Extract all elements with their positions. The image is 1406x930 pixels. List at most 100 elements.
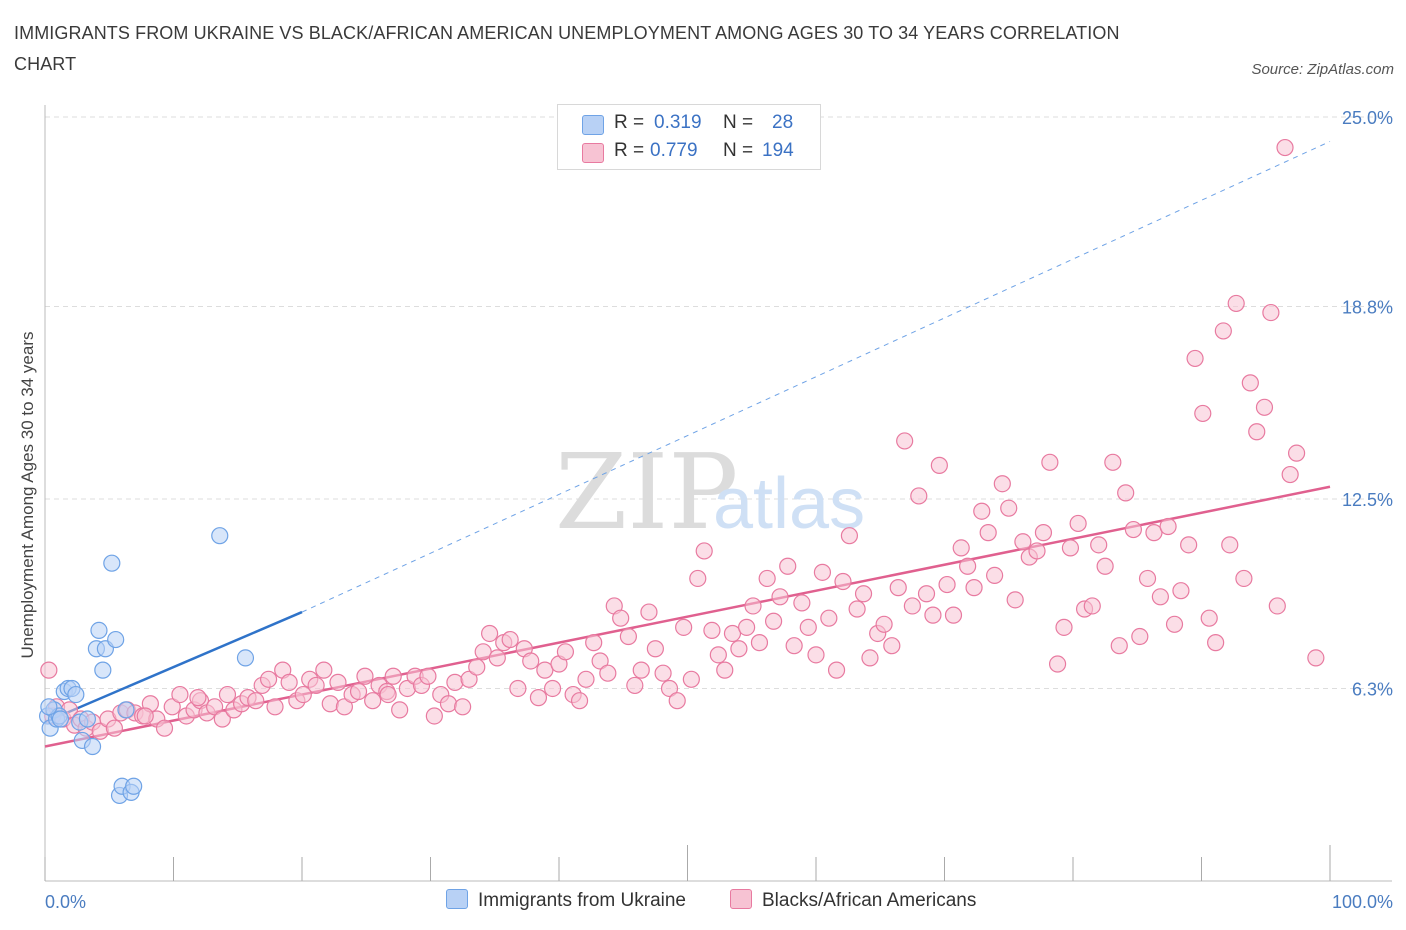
correlation-legend: R = 0.319 N = 28 R = 0.779 N = 194 bbox=[557, 104, 821, 170]
black-point-154 bbox=[1096, 557, 1114, 575]
watermark-zip: ZIP bbox=[555, 431, 738, 553]
black-point-116 bbox=[834, 572, 852, 591]
black-point-82 bbox=[599, 664, 617, 682]
black-point-109 bbox=[785, 637, 803, 655]
black-point-164 bbox=[1165, 615, 1184, 633]
black-point-31 bbox=[247, 692, 265, 710]
black-point-91 bbox=[660, 679, 679, 698]
black-point-104 bbox=[750, 634, 769, 652]
black-point-41 bbox=[315, 661, 333, 679]
black-point-36 bbox=[280, 673, 298, 691]
series-label-black: Blacks/African Americans bbox=[762, 890, 977, 911]
black-point-179 bbox=[1268, 597, 1286, 615]
ukraine-point-18 bbox=[107, 630, 125, 649]
black-point-176 bbox=[1248, 423, 1266, 441]
black-point-81 bbox=[591, 652, 609, 670]
black-point-155 bbox=[1104, 453, 1122, 471]
black-point-124 bbox=[889, 579, 907, 597]
legend-n-label: N = bbox=[723, 140, 754, 161]
black-point-149 bbox=[1061, 539, 1080, 557]
black-point-175 bbox=[1241, 374, 1259, 392]
legend-swatch-ukraine bbox=[582, 115, 604, 135]
source-credit: Source: ZipAtlas.com bbox=[1251, 61, 1394, 78]
ukraine-point-14 bbox=[90, 621, 108, 640]
black-point-144 bbox=[1028, 542, 1046, 560]
black-point-127 bbox=[910, 487, 928, 505]
ukraine-point-17 bbox=[103, 554, 121, 572]
series-label-ukraine: Immigrants from Ukraine bbox=[478, 890, 686, 911]
black-point-51 bbox=[384, 667, 402, 685]
black-point-88 bbox=[640, 603, 658, 621]
black-point-181 bbox=[1281, 465, 1299, 484]
black-point-166 bbox=[1180, 536, 1198, 554]
black-point-26 bbox=[213, 710, 231, 728]
y-axis-title: Unemployment Among Ages 30 to 34 years bbox=[18, 332, 37, 659]
black-point-118 bbox=[848, 600, 866, 618]
legend-swatch-black bbox=[582, 143, 604, 163]
ukraine-point-12 bbox=[83, 737, 102, 756]
black-point-105 bbox=[758, 569, 776, 588]
black-point-62 bbox=[460, 670, 478, 688]
black-point-171 bbox=[1214, 322, 1232, 340]
black-point-169 bbox=[1200, 609, 1218, 627]
ukraine-point-8 bbox=[67, 685, 85, 704]
black-point-173 bbox=[1227, 294, 1245, 313]
black-point-115 bbox=[827, 661, 846, 679]
black-point-72 bbox=[529, 689, 548, 707]
black-point-102 bbox=[738, 618, 756, 636]
black-point-38 bbox=[294, 685, 312, 704]
black-point-114 bbox=[820, 609, 838, 627]
black-point-66 bbox=[488, 649, 506, 667]
black-point-98 bbox=[709, 646, 727, 664]
chart-title: IMMIGRANTS FROM UKRAINE VS BLACK/AFRICAN… bbox=[14, 23, 1120, 74]
black-point-120 bbox=[861, 649, 879, 667]
black-point-180 bbox=[1276, 138, 1294, 157]
black-point-73 bbox=[536, 661, 554, 679]
black-point-145 bbox=[1034, 524, 1053, 542]
black-point-162 bbox=[1151, 588, 1169, 606]
black-point-128 bbox=[917, 585, 936, 603]
black-point-147 bbox=[1048, 655, 1067, 673]
x-tick-max: 100.0% bbox=[1332, 892, 1393, 912]
black-point-43 bbox=[329, 673, 347, 691]
black-point-11 bbox=[105, 719, 123, 737]
black-point-107 bbox=[771, 588, 789, 606]
y-tick-label-3: 25.0% bbox=[1342, 108, 1393, 128]
legend-n-value: 194 bbox=[762, 140, 794, 161]
black-point-76 bbox=[556, 643, 575, 661]
black-point-60 bbox=[446, 673, 464, 691]
black-point-101 bbox=[730, 640, 748, 658]
y-tick-label-1: 12.5% bbox=[1342, 490, 1393, 510]
black-point-106 bbox=[764, 612, 783, 630]
tick-labels: 6.3% 12.5% 18.8% 25.0% bbox=[1342, 108, 1393, 699]
black-point-153 bbox=[1090, 536, 1108, 554]
black-point-18 bbox=[155, 719, 174, 737]
black-point-184 bbox=[136, 707, 154, 725]
legend-n-label: N = bbox=[723, 112, 754, 133]
black-point-136 bbox=[973, 502, 991, 520]
black-point-64 bbox=[474, 643, 492, 661]
black-point-84 bbox=[612, 609, 630, 627]
black-point-113 bbox=[813, 563, 832, 581]
black-point-157 bbox=[1117, 484, 1135, 502]
ukraine-point-11 bbox=[78, 710, 97, 728]
ukraine-point-24 bbox=[211, 527, 229, 545]
black-point-44 bbox=[335, 698, 354, 716]
legend-r-value: 0.779 bbox=[650, 140, 698, 161]
black-point-42 bbox=[321, 695, 339, 713]
black-point-126 bbox=[903, 597, 921, 615]
black-point-146 bbox=[1041, 453, 1059, 471]
black-point-134 bbox=[959, 557, 977, 575]
black-point-148 bbox=[1055, 618, 1073, 636]
black-point-95 bbox=[689, 569, 707, 588]
black-point-125 bbox=[896, 432, 914, 450]
axes bbox=[44, 105, 1392, 882]
black-point-40 bbox=[307, 676, 325, 695]
black-point-78 bbox=[570, 692, 589, 710]
black-point-117 bbox=[840, 527, 859, 545]
black-point-92 bbox=[668, 692, 686, 710]
black-point-71 bbox=[522, 652, 540, 670]
trend-dashed-0 bbox=[301, 140, 1331, 613]
black-point-25 bbox=[206, 698, 224, 716]
